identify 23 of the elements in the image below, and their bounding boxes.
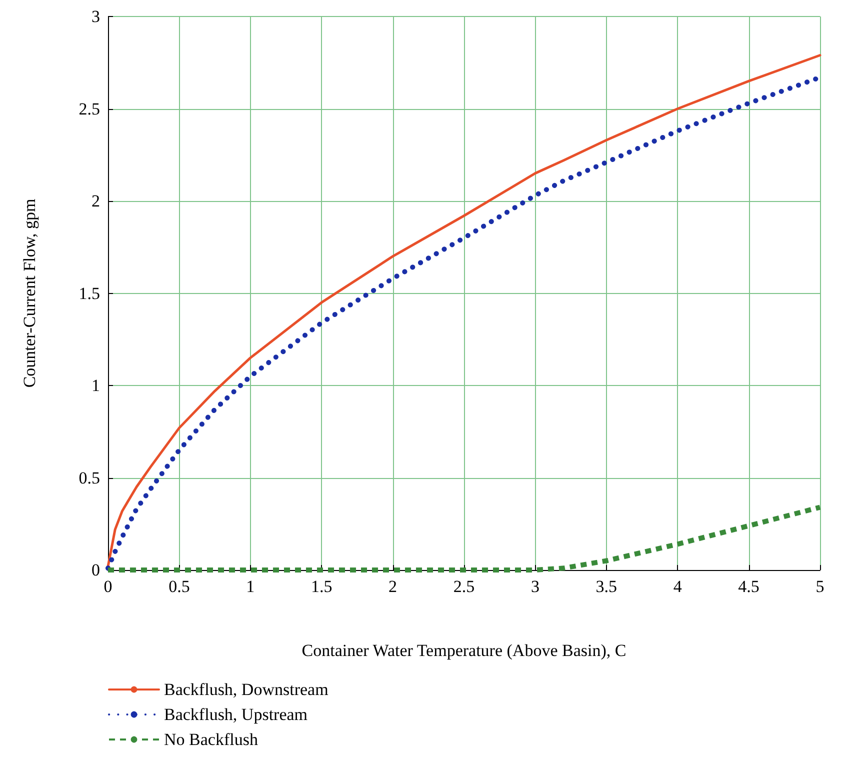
x-tick-label: 3 [530,577,540,596]
x-tick-label: 2 [388,577,398,596]
x-tick-label: 1.5 [310,577,332,596]
x-tick-label: 0 [104,577,112,596]
y-tick-label: 1 [92,376,100,395]
x-tick-label: 4 [673,577,682,596]
x-tick-label: 1 [246,577,255,596]
x-tick-label: 2.5 [453,577,475,596]
x-tick-label: 3.5 [596,577,618,596]
y-tick-label: 2.5 [78,99,100,118]
y-tick-label: 3 [92,7,100,26]
x-tick-label: 4.5 [738,577,760,596]
y-axis-title: Counter-Current Flow, gpm [20,198,39,388]
x-axis-title: Container Water Temperature (Above Basin), C [302,641,626,660]
x-tick-label: 5 [816,577,824,596]
legend-label: Backflush, Downstream [164,680,328,699]
legend-label: Backflush, Upstream [164,705,308,724]
x-tick-label: 0.5 [168,577,190,596]
legend-label: No Backflush [164,730,258,749]
y-tick-label: 0 [92,560,100,580]
y-tick-label: 2 [92,192,100,210]
y-tick-label: 0.5 [78,468,100,488]
y-tick-label: 1.5 [78,284,100,303]
